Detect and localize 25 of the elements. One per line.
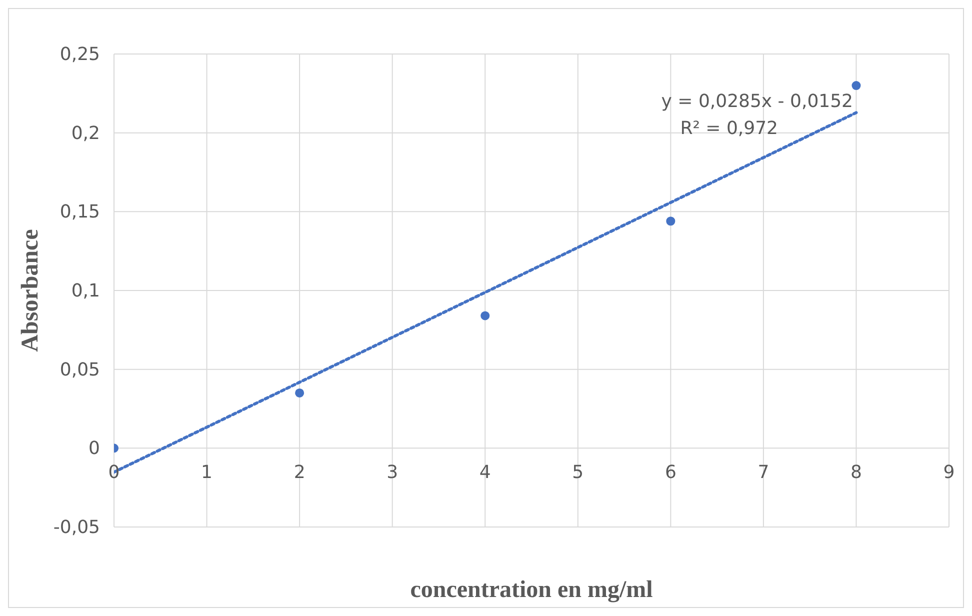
point — [852, 81, 861, 90]
x-tick-label: 5 — [572, 462, 584, 483]
x-tick-label: 0 — [108, 462, 120, 483]
point — [666, 216, 676, 226]
annotation: y = 0,0285x - 0,0152 — [661, 91, 853, 112]
y-tick-label: 0,2 — [71, 122, 100, 144]
y-tick-label: -0,05 — [53, 517, 100, 538]
x-axis-title: concentration en mg/ml — [410, 577, 654, 603]
annotation: R² = 0,972 — [680, 118, 778, 139]
point — [480, 311, 490, 320]
y-axis-title: Absorbance — [18, 228, 44, 352]
x-tick-label: 4 — [479, 462, 491, 483]
x-tick-label: 3 — [386, 462, 398, 483]
x-tick-label: 6 — [664, 462, 676, 483]
y-tick-label: 0 — [88, 438, 100, 460]
point — [295, 388, 304, 398]
y-tick-label: 0,25 — [60, 44, 100, 65]
x-tick-label: 2 — [294, 462, 306, 483]
x-tick-label: 1 — [201, 462, 213, 483]
y-tick-label: 0,1 — [71, 280, 100, 302]
x-tick-label: 9 — [943, 462, 955, 483]
x-tick-label: 7 — [758, 462, 770, 483]
y-tick-label: 0,05 — [60, 359, 100, 380]
x-tick-label: 8 — [850, 462, 862, 483]
y-tick-label: 0,15 — [60, 202, 100, 223]
